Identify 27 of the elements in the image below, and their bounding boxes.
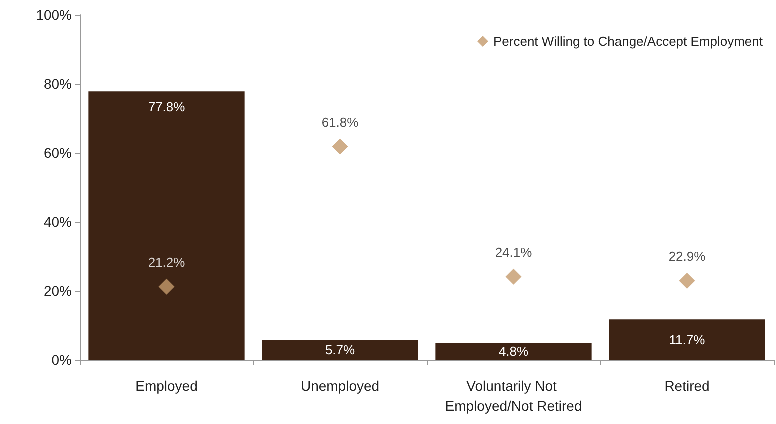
data-label: 5.7% (325, 342, 356, 358)
data-label: 61.8% (322, 114, 360, 130)
point (679, 272, 696, 289)
bar (262, 340, 418, 360)
y-tick-label: 0% (52, 352, 72, 368)
y-tick-label: 40% (44, 214, 72, 230)
bar (609, 320, 766, 360)
data-label: 24.1% (495, 244, 533, 260)
legend-label: Percent Willing to Change/Accept Employment (493, 34, 764, 49)
data-label: 4.8% (498, 344, 529, 360)
data-label: 21.2% (148, 254, 186, 270)
data-label: 11.7% (669, 332, 706, 348)
y-tick-label: 80% (44, 76, 72, 92)
point (506, 268, 522, 285)
x-tick-label: Retired (664, 378, 710, 394)
point (332, 138, 348, 155)
y-tick-label: 100% (36, 7, 72, 23)
x-tick-label: Voluntarily Not Employed/Not Retired (445, 378, 582, 414)
bar (436, 343, 592, 360)
y-tick-label: 20% (44, 283, 72, 299)
data-label: 77.8% (148, 100, 186, 115)
bar (88, 92, 245, 360)
point (158, 278, 175, 295)
x-tick-label: Unemployed (300, 378, 380, 394)
data-label: 22.9% (668, 248, 706, 264)
x-tick-label: Employed (136, 378, 198, 394)
y-tick-label: 60% (44, 145, 72, 161)
